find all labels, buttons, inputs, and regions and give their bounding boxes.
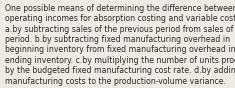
Text: by the budgeted fixed manufacturing cost rate. d.​by adding fixed: by the budgeted fixed manufacturing cost… <box>5 66 235 75</box>
Text: manufacturing costs to the production-volume variance.: manufacturing costs to the production-vo… <box>5 77 226 86</box>
Text: operating incomes for absorption costing and variable costing is: operating incomes for absorption costing… <box>5 14 235 23</box>
Text: beginning inventory from fixed manufacturing overhead in: beginning inventory from fixed manufactu… <box>5 45 235 54</box>
Text: a.​by subtracting sales of the previous period from sales of this: a.​by subtracting sales of the previous … <box>5 25 235 34</box>
Text: ending inventory. c.​by multiplying the number of units produced: ending inventory. c.​by multiplying the … <box>5 56 235 65</box>
Text: One possible means of determining the difference between: One possible means of determining the di… <box>5 4 235 13</box>
Text: period. b.​by subtracting fixed manufacturing overhead in: period. b.​by subtracting fixed manufact… <box>5 35 230 44</box>
